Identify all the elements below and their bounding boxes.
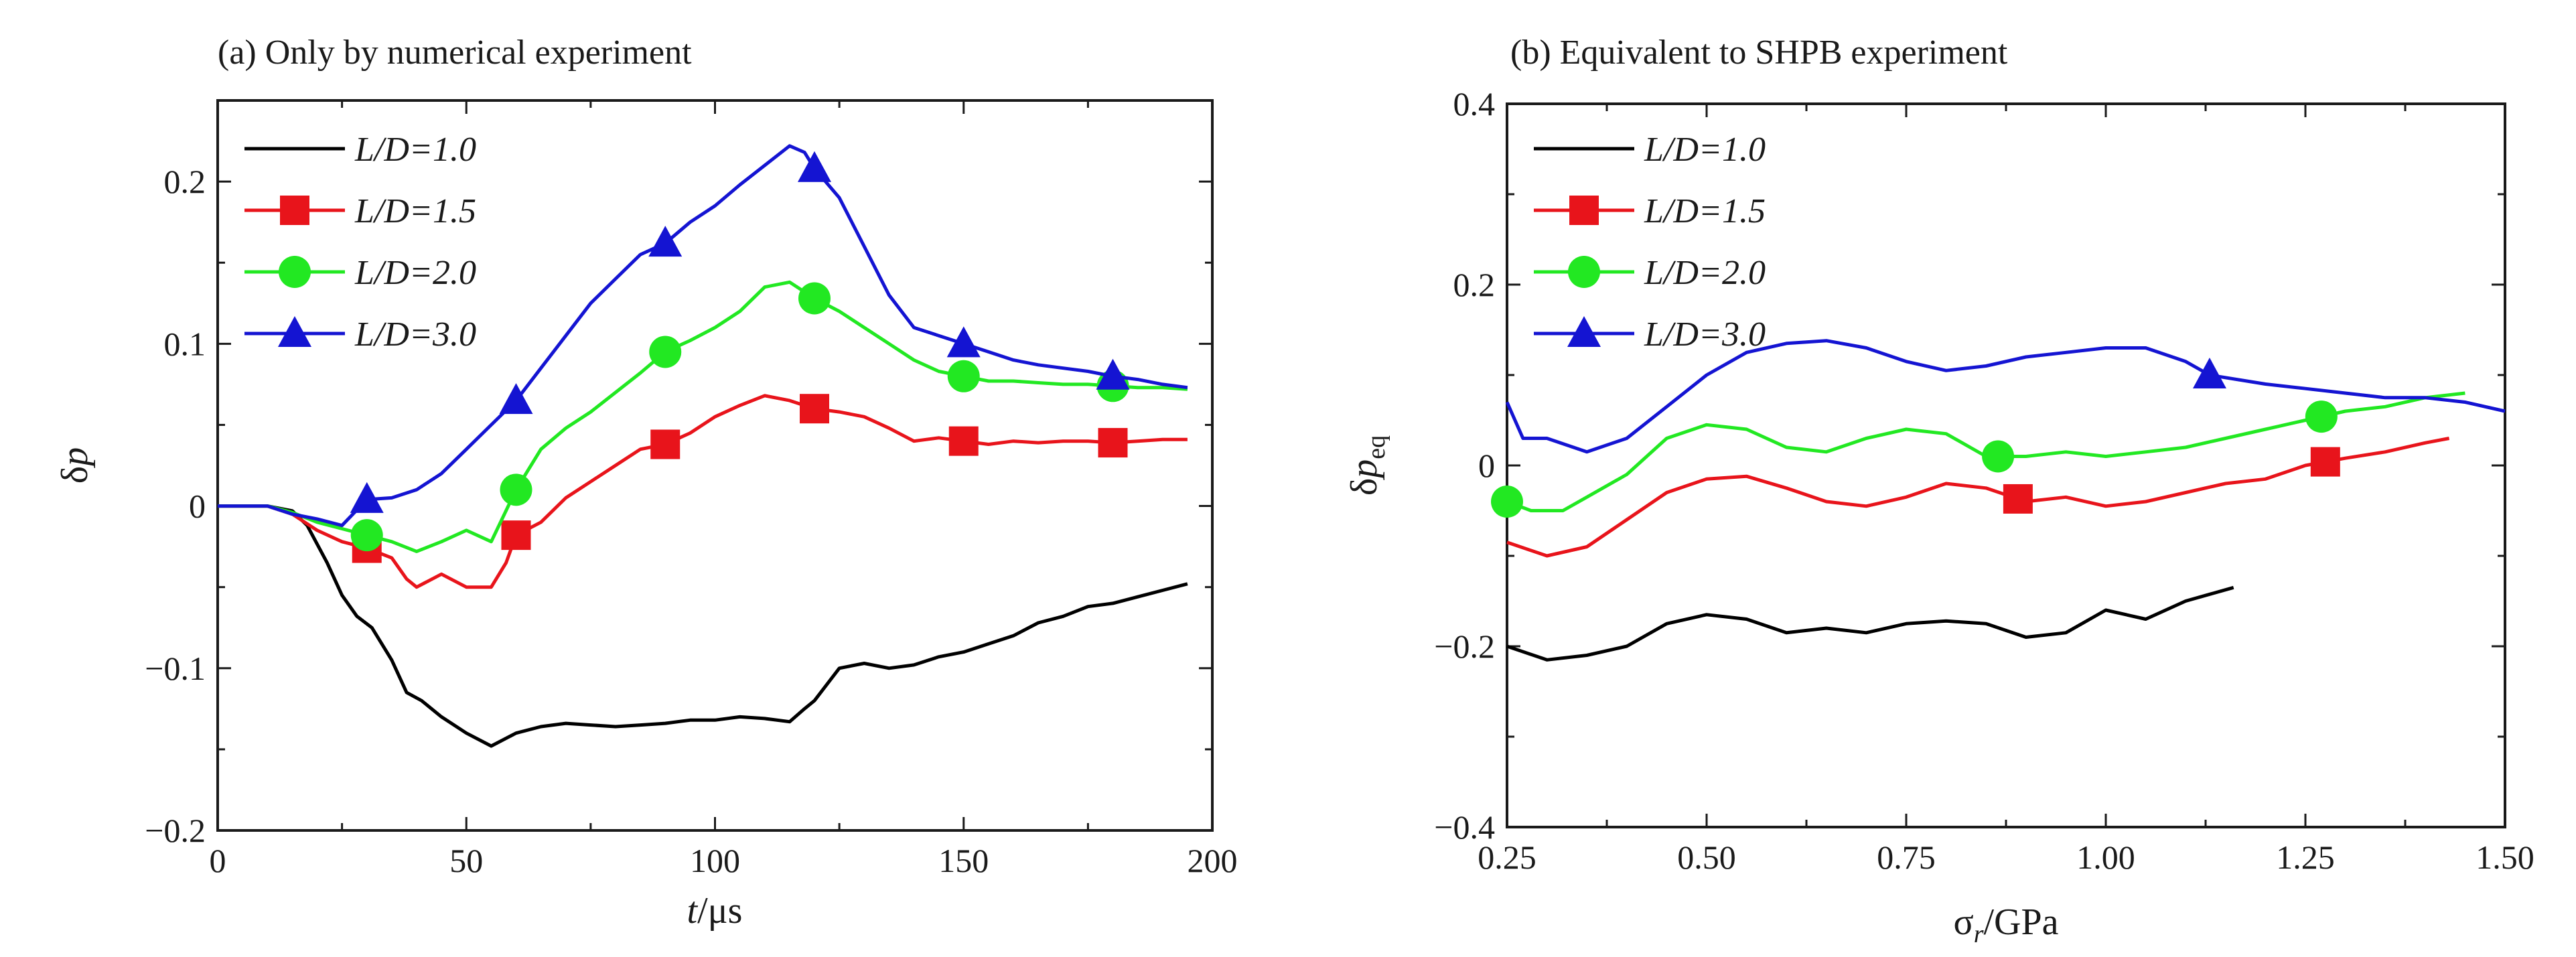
a-legend-marker-1 [280,196,309,225]
b-series-line-3 [1505,339,2506,454]
a-series-marker-2 [947,360,980,392]
panel-b-xlabel: σr/GPa [1954,901,2059,948]
panel-b-ticks: 0.25 0.50 0.75 1.00 1.25 1.50 −0.4 −0.2 0 0.2 0.4 [1434,85,2534,876]
panel-a-ticks: 0 50 100 150 200 −0.2 −0.1 0 0.1 0.2 [145,100,1238,879]
a-series-marker-3 [798,151,831,182]
b-ytick-label: 0.4 [1453,85,1496,123]
b-xtick-label: 0.50 [1677,838,1736,876]
a-series-marker-3 [350,482,384,513]
a-series-marker-1 [800,394,829,424]
b-legend-label-3: L/D=3.0 [1644,315,1766,354]
a-series-marker-1 [650,429,681,459]
a-ytick-label: 0.2 [164,163,206,200]
a-series-marker-3 [946,326,981,358]
b-ytick-label: −0.4 [1434,808,1495,846]
b-legend-label-1: L/D=1.5 [1644,192,1766,230]
panel-b-shpb-experiment: (b) Equivalent to SHPB experiment 0.25 0.… [1344,33,2534,948]
b-xtick-label: 1.00 [2076,838,2135,876]
b-xtick-label: 1.25 [2276,838,2335,876]
svg-text:δpeq: δpeq [1344,435,1390,496]
a-ytick-label: −0.1 [145,650,206,687]
panel-a-series [218,144,1188,748]
b-ytick-label: 0 [1478,447,1495,484]
b-ytick-label: −0.2 [1434,628,1495,665]
b-series-line-1 [1506,437,2450,558]
a-series-marker-2 [649,336,682,368]
a-legend-label-0: L/D=1.0 [354,131,476,169]
b-legend-marker-2 [1568,256,1600,288]
b-xtick-label: 0.75 [1877,838,1936,876]
a-series-marker-1 [501,520,531,550]
a-xtick-label: 0 [210,842,226,879]
b-series-marker-2 [1982,440,2015,473]
a-series-marker-3 [499,383,533,415]
b-xtick-label: 1.50 [2476,838,2534,876]
a-series-marker-3 [1096,358,1130,390]
b-series-marker-2 [1491,486,1523,518]
panel-b-legend: L/D=1.0 L/D=1.5 L/D=2.0 L/D=3.0 [1534,131,1766,354]
panel-b-series [1491,339,2506,662]
a-series-line-3 [218,144,1188,528]
panel-a-legend: L/D=1.0 L/D=1.5 L/D=2.0 L/D=3.0 [244,131,476,354]
a-ytick-label: −0.2 [145,812,206,849]
svg-text:σr/GPa: σr/GPa [1954,901,2059,948]
a-series-marker-1 [948,426,979,456]
panel-a-xlabel: t/μs [687,890,743,932]
b-series-marker-2 [2305,400,2338,433]
a-xtick-label: 150 [938,842,989,879]
panel-a-ylabel: δp [54,447,96,484]
b-series-marker-1 [2003,484,2033,514]
a-xtick-label: 200 [1188,842,1238,879]
a-series-marker-1 [1098,428,1128,458]
a-series-marker-2 [350,519,383,552]
panel-b-ylabel: δpeq [1344,435,1390,496]
b-series-line-2 [1506,391,2465,512]
a-ytick-label: 0 [189,488,206,525]
a-legend-label-3: L/D=3.0 [354,315,476,354]
a-legend-label-1: L/D=1.5 [354,192,476,230]
a-legend-marker-3 [278,316,311,347]
svg-text:δp: δp [54,447,96,484]
b-series-marker-3 [2192,358,2226,388]
svg-text:t/μs: t/μs [687,890,743,932]
b-legend-label-0: L/D=1.0 [1644,131,1766,169]
b-series-marker-1 [2310,447,2340,477]
a-series-marker-3 [648,226,683,257]
b-legend-marker-3 [1567,316,1601,347]
b-legend-label-2: L/D=2.0 [1644,254,1766,292]
a-legend-marker-2 [279,256,311,288]
a-xtick-label: 50 [449,842,483,879]
panel-a-numerical-experiment: (a) Only by numerical experiment 0 50 100 1… [54,33,1238,932]
a-series-marker-2 [500,473,532,506]
b-legend-marker-1 [1569,196,1599,225]
a-series-line-0 [218,504,1188,748]
a-series-marker-2 [798,282,831,315]
b-series-line-0 [1506,585,2234,662]
panel-b-title: (b) Equivalent to SHPB experiment [1510,33,2008,72]
b-ytick-label: 0.2 [1453,266,1496,303]
a-xtick-label: 100 [690,842,740,879]
panel-a-title: (a) Only by numerical experiment [218,33,692,72]
b-xtick-label: 0.25 [1478,838,1536,876]
a-legend-label-2: L/D=2.0 [354,254,476,292]
a-ytick-label: 0.1 [164,325,206,362]
